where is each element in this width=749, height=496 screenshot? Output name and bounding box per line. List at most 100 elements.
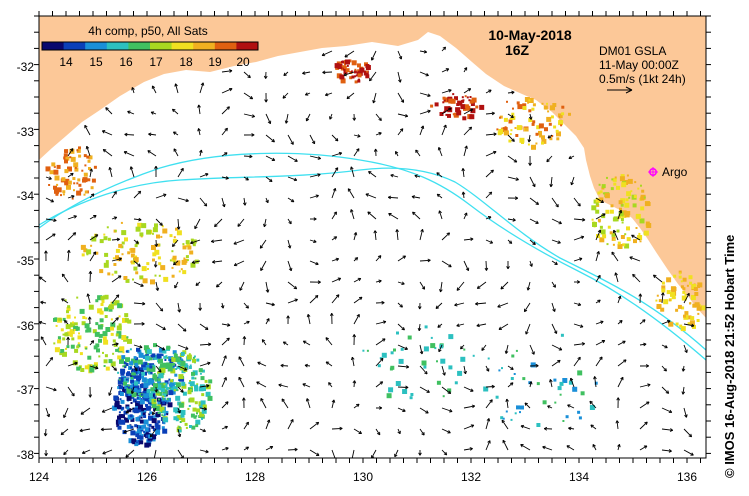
current-arrow bbox=[89, 168, 93, 178]
sst-pixel bbox=[448, 365, 453, 370]
sst-pixel bbox=[158, 347, 164, 353]
sst-pixel bbox=[640, 196, 645, 201]
sst-pixel bbox=[546, 116, 552, 122]
current-arrow bbox=[551, 197, 559, 208]
colorbar-tick-15: 15 bbox=[89, 55, 103, 69]
current-arrow bbox=[172, 260, 179, 266]
current-arrow bbox=[419, 428, 425, 436]
sst-pixel bbox=[150, 279, 155, 285]
current-arrow bbox=[67, 172, 74, 178]
sst-pixel bbox=[171, 250, 174, 253]
sst-pixel bbox=[131, 382, 134, 385]
sst-pixel bbox=[171, 266, 174, 269]
sst-pixel bbox=[137, 371, 141, 374]
sst-pixel bbox=[191, 371, 195, 376]
current-arrow bbox=[66, 336, 70, 346]
current-arrow bbox=[221, 152, 228, 157]
current-arrow bbox=[221, 425, 228, 430]
current-arrow bbox=[67, 232, 77, 241]
sst-pixel bbox=[607, 225, 611, 229]
sst-pixel bbox=[115, 333, 119, 337]
sst-pixel bbox=[345, 68, 350, 73]
sst-pixel bbox=[351, 75, 355, 79]
sst-pixel bbox=[118, 243, 123, 248]
scale-arrow-icon bbox=[607, 86, 633, 94]
copyright-credit: © IMOS 16-Aug-2018 21:52 Hobart Time bbox=[722, 234, 737, 478]
sst-pixel bbox=[606, 176, 608, 179]
current-arrow bbox=[155, 323, 166, 330]
sst-pixel bbox=[122, 388, 127, 393]
sst-pixel bbox=[163, 276, 169, 282]
current-arrow bbox=[549, 379, 553, 388]
sst-pixel bbox=[129, 248, 132, 251]
sst-pixel bbox=[517, 104, 523, 110]
current-arrow bbox=[191, 260, 201, 264]
current-arrow bbox=[573, 257, 583, 262]
current-arrow bbox=[129, 166, 135, 178]
current-arrow bbox=[155, 302, 164, 312]
sst-pixel bbox=[625, 198, 629, 202]
sst-pixel bbox=[624, 233, 627, 236]
sst-pixel bbox=[154, 249, 160, 255]
current-arrow bbox=[612, 229, 619, 241]
sst-pixel bbox=[180, 413, 185, 418]
current-arrow bbox=[151, 85, 157, 94]
sst-pixel bbox=[155, 412, 161, 418]
sst-pixel bbox=[132, 398, 137, 403]
sst-pixel bbox=[620, 235, 625, 239]
sst-pixel bbox=[678, 270, 682, 274]
sst-pixel bbox=[156, 390, 160, 394]
current-arrow bbox=[197, 128, 201, 136]
current-arrow bbox=[265, 445, 274, 451]
current-arrow bbox=[617, 320, 623, 325]
sst-pixel bbox=[122, 365, 125, 368]
sst-pixel bbox=[656, 304, 662, 309]
sst-pixel bbox=[136, 347, 140, 352]
sst-pixel bbox=[696, 319, 700, 322]
sst-pixel bbox=[175, 227, 178, 231]
current-arrow bbox=[88, 386, 93, 398]
current-arrow bbox=[111, 237, 120, 242]
sst-pixel bbox=[190, 238, 194, 242]
sst-pixel bbox=[161, 426, 165, 430]
current-arrow bbox=[85, 145, 91, 157]
current-arrow bbox=[199, 449, 209, 454]
current-arrow bbox=[322, 70, 333, 75]
sst-pixel bbox=[189, 389, 192, 391]
sst-pixel bbox=[119, 392, 124, 396]
sst-pixel bbox=[531, 107, 535, 111]
sst-pixel bbox=[150, 387, 155, 392]
sst-pixel bbox=[108, 307, 113, 312]
map-date: 10-May-2018 bbox=[488, 27, 571, 43]
sst-pixel bbox=[666, 277, 672, 283]
current-arrow bbox=[61, 273, 69, 283]
current-arrow bbox=[463, 126, 473, 136]
current-arrow bbox=[284, 113, 289, 124]
sst-pixel bbox=[70, 156, 76, 162]
sst-pixel bbox=[151, 232, 154, 235]
sst-pixel bbox=[125, 363, 129, 366]
sst-pixel bbox=[129, 367, 132, 369]
current-arrow bbox=[683, 428, 693, 438]
sst-pixels bbox=[45, 59, 706, 448]
current-arrow bbox=[265, 134, 275, 143]
sst-pixel bbox=[175, 357, 181, 363]
current-arrow bbox=[259, 239, 267, 249]
sst-pixel bbox=[87, 159, 91, 163]
current-arrow bbox=[419, 109, 431, 115]
sst-pixel bbox=[143, 345, 149, 351]
sst-pixel bbox=[126, 406, 130, 410]
colorbar-tick-16: 16 bbox=[119, 55, 133, 69]
sst-pixel bbox=[87, 178, 91, 182]
current-arrow bbox=[154, 239, 159, 247]
sst-pixel bbox=[121, 335, 127, 340]
argo-marker-icon bbox=[648, 167, 658, 177]
sst-pixel bbox=[532, 103, 536, 107]
sst-pixel bbox=[159, 382, 165, 388]
sst-pixel bbox=[354, 68, 357, 71]
sst-pixel bbox=[90, 244, 93, 247]
sst-pixel bbox=[169, 234, 173, 238]
current-arrow bbox=[177, 197, 189, 203]
current-arrow bbox=[549, 176, 553, 188]
current-arrow bbox=[352, 380, 357, 388]
